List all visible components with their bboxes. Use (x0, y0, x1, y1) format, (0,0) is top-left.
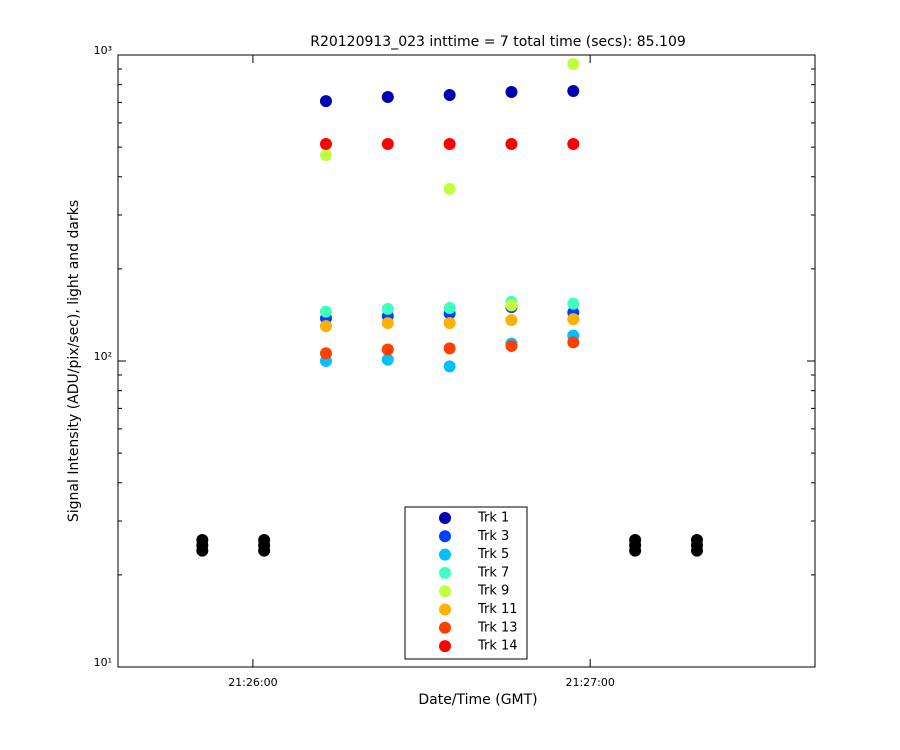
legend-marker (439, 512, 451, 524)
x-axis-label: Date/Time (GMT) (418, 692, 537, 708)
point (381, 137, 394, 150)
point (319, 149, 332, 162)
dark-point (690, 534, 703, 547)
point (319, 137, 332, 150)
point (443, 182, 456, 195)
x-tick-label: 21:27:00 (565, 676, 614, 689)
legend-marker (439, 548, 451, 561)
point (381, 91, 394, 104)
point (567, 297, 580, 310)
legend-marker (439, 603, 451, 616)
point (443, 89, 456, 102)
point (505, 85, 518, 98)
point (505, 339, 518, 352)
y-tick-label: 10³ (94, 44, 112, 57)
legend-marker (439, 621, 451, 634)
point (319, 347, 332, 360)
point (319, 305, 332, 318)
point (567, 58, 580, 71)
dark-point (196, 534, 209, 547)
point (443, 360, 456, 373)
legend-label: Trk 5 (477, 547, 509, 562)
y-axis-label: Signal Intensity (ADU/pix/sec), light an… (66, 200, 82, 522)
legend-marker (439, 640, 451, 653)
point (505, 137, 518, 150)
point (443, 302, 456, 315)
point (567, 336, 580, 349)
legend-marker (439, 566, 451, 579)
y-tick-label: 10¹ (94, 656, 112, 669)
legend-label: Trk 13 (477, 620, 518, 635)
point (381, 302, 394, 315)
legend (404, 506, 528, 660)
legend-label: Trk 11 (477, 602, 518, 617)
point (567, 84, 580, 97)
dark-point (629, 534, 642, 547)
chart-title: R20120913_023 inttime = 7 total time (se… (310, 34, 686, 50)
point (381, 353, 394, 366)
point (319, 95, 332, 108)
point (381, 317, 394, 330)
legend-marker (439, 585, 451, 598)
dark-point (258, 534, 271, 547)
point (505, 299, 518, 312)
point (319, 320, 332, 333)
point (567, 137, 580, 150)
x-tick-label: 21:26:00 (228, 676, 277, 689)
legend-label: Trk 1 (477, 511, 509, 526)
y-tick-label: 10² (94, 350, 112, 363)
point (443, 317, 456, 330)
point (381, 343, 394, 356)
legend-label: Trk 14 (477, 639, 518, 654)
point (443, 137, 456, 150)
legend-marker (439, 530, 451, 543)
legend-label: Trk 7 (477, 565, 509, 580)
point (443, 342, 456, 355)
point (567, 313, 580, 326)
legend-label: Trk 9 (477, 584, 509, 599)
point (505, 314, 518, 327)
legend-label: Trk 3 (477, 529, 509, 544)
